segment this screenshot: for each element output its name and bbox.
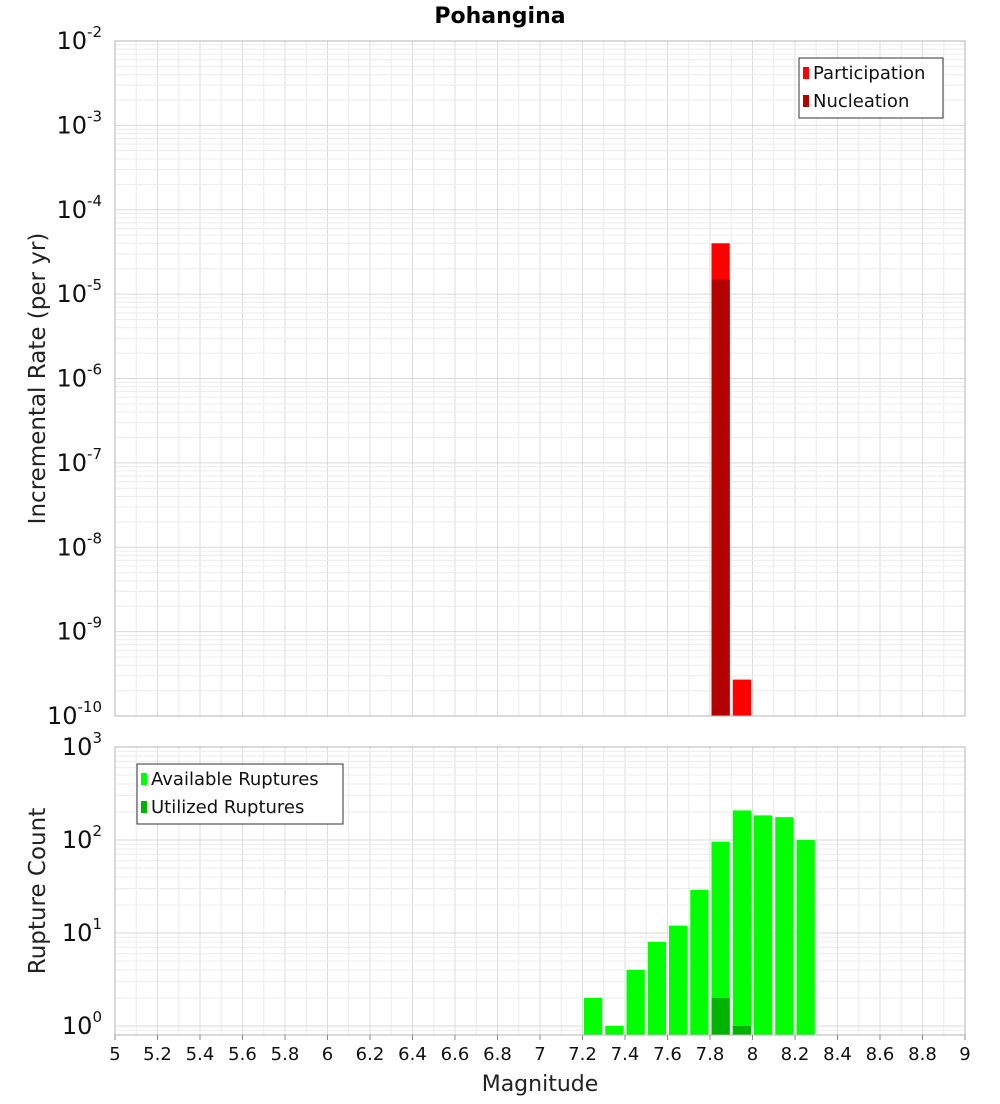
y-tick-exponent: 1 xyxy=(92,915,102,933)
legend-label: Utilized Ruptures xyxy=(151,797,304,818)
legend-swatch xyxy=(803,67,809,79)
y-tick-exponent: -9 xyxy=(87,614,102,632)
x-tick-label: 8.4 xyxy=(823,1044,852,1065)
legend-label: Available Ruptures xyxy=(151,769,319,790)
x-tick-label: 6.6 xyxy=(441,1044,470,1065)
y-tick-exponent: -7 xyxy=(87,445,102,463)
legend-box xyxy=(798,57,944,119)
y-tick-exponent: 0 xyxy=(92,1008,102,1026)
y-tick-label: 10-6 xyxy=(56,361,102,393)
x-tick-label: 7.4 xyxy=(611,1044,640,1065)
y-tick-exponent: -4 xyxy=(87,192,102,210)
y-tick-label: 10-10 xyxy=(47,698,102,730)
bar-available-ruptures xyxy=(669,925,688,1035)
overlay-bar-utilized-ruptures xyxy=(732,1025,751,1035)
y-tick-exponent: -2 xyxy=(87,23,102,41)
x-tick-label: 5 xyxy=(109,1044,120,1065)
bar-available-ruptures xyxy=(626,969,645,1035)
bar-available-ruptures xyxy=(732,810,751,1035)
x-tick-label: 5.6 xyxy=(228,1044,257,1065)
y-tick-label: 101 xyxy=(62,915,102,947)
x-tick-label: 8 xyxy=(747,1044,758,1065)
y-tick-base: 10 xyxy=(56,27,87,55)
y-tick-label: 10-2 xyxy=(56,23,102,55)
y-tick-exponent: 3 xyxy=(92,729,102,747)
y-tick-exponent: -6 xyxy=(87,361,102,379)
x-tick-label: 7.6 xyxy=(653,1044,682,1065)
legend-swatch xyxy=(141,801,147,813)
legend-box xyxy=(136,763,344,825)
chart-title: Pohangina xyxy=(434,4,565,29)
legend-swatch xyxy=(803,95,809,107)
y-tick-label: 102 xyxy=(62,822,102,854)
x-tick-label: 6.2 xyxy=(356,1044,385,1065)
legend-label: Nucleation xyxy=(813,91,909,112)
y-tick-base: 10 xyxy=(56,111,87,139)
legend-label: Participation xyxy=(813,63,925,84)
x-tick-label: 7 xyxy=(534,1044,545,1065)
y-tick-label: 10-3 xyxy=(56,107,102,139)
y-tick-base: 10 xyxy=(62,919,93,947)
y-axis-label: Incremental Rate (per yr) xyxy=(25,233,51,525)
x-tick-label: 9 xyxy=(959,1044,970,1065)
y-axis-label: Rupture Count xyxy=(25,808,51,974)
x-tick-label: 7.8 xyxy=(696,1044,725,1065)
y-tick-base: 10 xyxy=(56,533,87,561)
y-tick-base: 10 xyxy=(62,826,93,854)
y-tick-base: 10 xyxy=(62,733,93,761)
y-tick-label: 10-7 xyxy=(56,445,102,477)
x-tick-label: 5.8 xyxy=(271,1044,300,1065)
y-tick-exponent: -8 xyxy=(87,529,102,547)
legend-swatch xyxy=(141,773,147,785)
y-tick-label: 10-9 xyxy=(56,614,102,646)
x-tick-label: 7.2 xyxy=(568,1044,597,1065)
legend: Available Ruptures Utilized Ruptures xyxy=(136,763,344,825)
y-tick-exponent: -3 xyxy=(87,107,102,125)
x-tick-label: 6.4 xyxy=(398,1044,427,1065)
y-tick-base: 10 xyxy=(56,196,87,224)
bar-available-ruptures xyxy=(796,839,815,1035)
legend: Participation Nucleation xyxy=(798,57,944,119)
y-tick-base: 10 xyxy=(62,1012,93,1040)
overlay-bar-nucleation xyxy=(711,279,730,716)
y-tick-base: 10 xyxy=(56,365,87,393)
bar-available-ruptures xyxy=(711,841,730,1035)
y-tick-label: 100 xyxy=(62,1008,102,1040)
y-tick-label: 10-8 xyxy=(56,529,102,561)
bar-available-ruptures xyxy=(647,942,666,1035)
y-tick-label: 10-5 xyxy=(56,276,102,308)
bar-available-ruptures xyxy=(775,817,794,1035)
y-tick-label: 10-4 xyxy=(56,192,102,224)
y-tick-label: 103 xyxy=(62,729,102,761)
x-tick-label: 8.2 xyxy=(781,1044,810,1065)
x-tick-label: 5.4 xyxy=(186,1044,215,1065)
bar-available-ruptures xyxy=(584,997,603,1035)
x-axis-label: Magnitude xyxy=(482,1072,599,1097)
plot-frame xyxy=(114,40,966,717)
y-tick-base: 10 xyxy=(56,618,87,646)
bar-available-ruptures xyxy=(605,1025,624,1035)
y-tick-exponent: 2 xyxy=(92,822,102,840)
x-tick-label: 8.8 xyxy=(908,1044,937,1065)
bar-available-ruptures xyxy=(754,815,773,1035)
bar-available-ruptures xyxy=(690,889,709,1035)
x-tick-label: 6 xyxy=(322,1044,333,1065)
x-tick-label: 6.8 xyxy=(483,1044,512,1065)
x-tick-label: 5.2 xyxy=(143,1044,172,1065)
rate-panel: 10-210-310-410-510-610-710-810-910-10Inc… xyxy=(25,23,966,730)
y-tick-base: 10 xyxy=(56,280,87,308)
y-tick-base: 10 xyxy=(47,702,78,730)
overlay-bar-utilized-ruptures xyxy=(711,997,730,1035)
x-tick-label: 8.6 xyxy=(866,1044,895,1065)
y-tick-exponent: -5 xyxy=(87,276,102,294)
y-tick-base: 10 xyxy=(56,449,87,477)
y-tick-exponent: -10 xyxy=(78,698,103,716)
bar-participation xyxy=(732,679,751,716)
